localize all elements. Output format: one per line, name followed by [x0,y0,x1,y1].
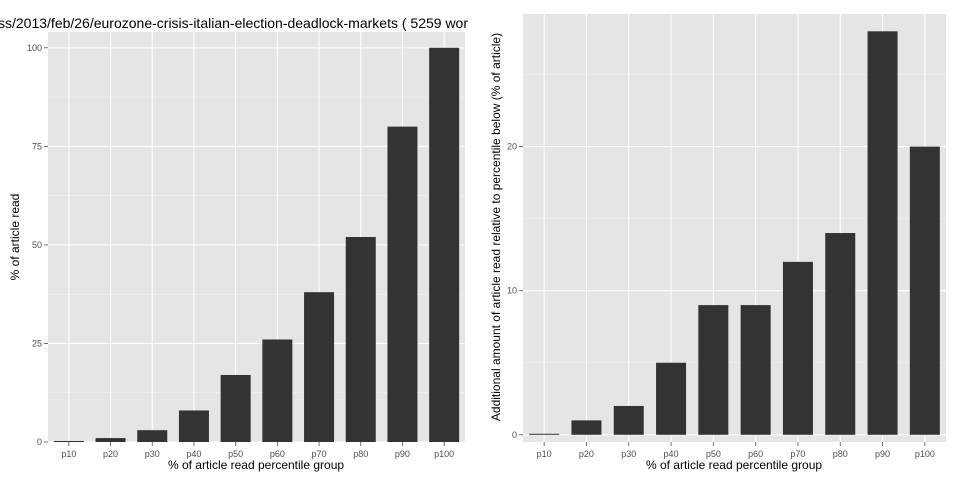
bar-p100 [909,146,940,435]
x-tick-label: p40 [664,449,679,459]
x-tick-label: p100 [915,449,935,459]
left-x-axis-title: % of article read percentile group [168,458,344,472]
bar-p20 [95,438,126,442]
bar-p40 [656,362,687,435]
bar-p100 [429,47,460,443]
bar-p40 [178,410,209,442]
x-tick-label: p90 [875,449,890,459]
left-y-ticks: 0 25 50 75 100 [27,43,48,447]
x-tick-label: p100 [434,449,454,459]
right-x-axis-title: % of article read percentile group [646,458,822,472]
bar-p60 [740,305,771,435]
bar-p30 [613,405,644,435]
bar-p30 [137,430,168,442]
x-tick-label: p30 [621,449,636,459]
x-tick-label: p30 [145,449,160,459]
left-x-ticks: p10 p20 p30 p40 p50 p60 p70 p80 p90 p100 [61,442,454,459]
left-y-axis-title: % of article read [8,194,22,281]
right-y-ticks: 0 10 20 [507,142,523,440]
y-tick-label: 100 [27,43,42,53]
right-bars [529,31,940,435]
right-x-ticks: p10 p20 p30 p40 p50 p60 p70 p80 p90 p100 [537,442,935,459]
y-tick-label: 0 [512,430,517,440]
bar-p80 [825,233,856,435]
y-tick-label: 75 [32,141,42,151]
right-chart: 0 10 20 p10 p20 p30 p40 p50 p60 p70 p80 p90 p100 % … [489,14,946,472]
bar-p90 [387,126,418,442]
y-tick-label: 0 [37,437,42,447]
x-tick-label: p60 [748,449,763,459]
y-tick-label: 20 [507,142,517,152]
x-tick-label: p70 [312,449,327,459]
x-tick-label: p20 [579,449,594,459]
bar-p50 [220,374,251,442]
bar-p20 [571,420,602,435]
x-tick-label: p50 [228,449,243,459]
bar-p80 [345,237,376,442]
x-tick-label: p70 [790,449,805,459]
x-tick-label: p60 [270,449,285,459]
bar-p70 [782,261,813,435]
x-tick-label: p80 [833,449,848,459]
bar-p10 [529,433,560,435]
bar-p60 [262,339,293,442]
y-tick-label: 25 [32,338,42,348]
x-tick-label: p90 [395,449,410,459]
left-bars [53,47,460,443]
x-tick-label: p50 [706,449,721,459]
x-tick-label: p40 [186,449,201,459]
x-tick-label: p10 [61,449,76,459]
x-tick-label: p10 [537,449,552,459]
bar-p90 [867,31,898,435]
y-tick-label: 10 [507,286,517,296]
bar-p50 [698,305,729,435]
x-tick-label: p20 [103,449,118,459]
chart-title: ss/2013/feb/26/eurozone-crisis-italian-e… [0,15,468,31]
right-y-axis-title: Additional amount of article read relati… [489,33,503,421]
bar-p10 [53,441,84,442]
bar-p70 [304,292,335,442]
y-tick-label: 50 [32,240,42,250]
x-tick-label: p80 [353,449,368,459]
